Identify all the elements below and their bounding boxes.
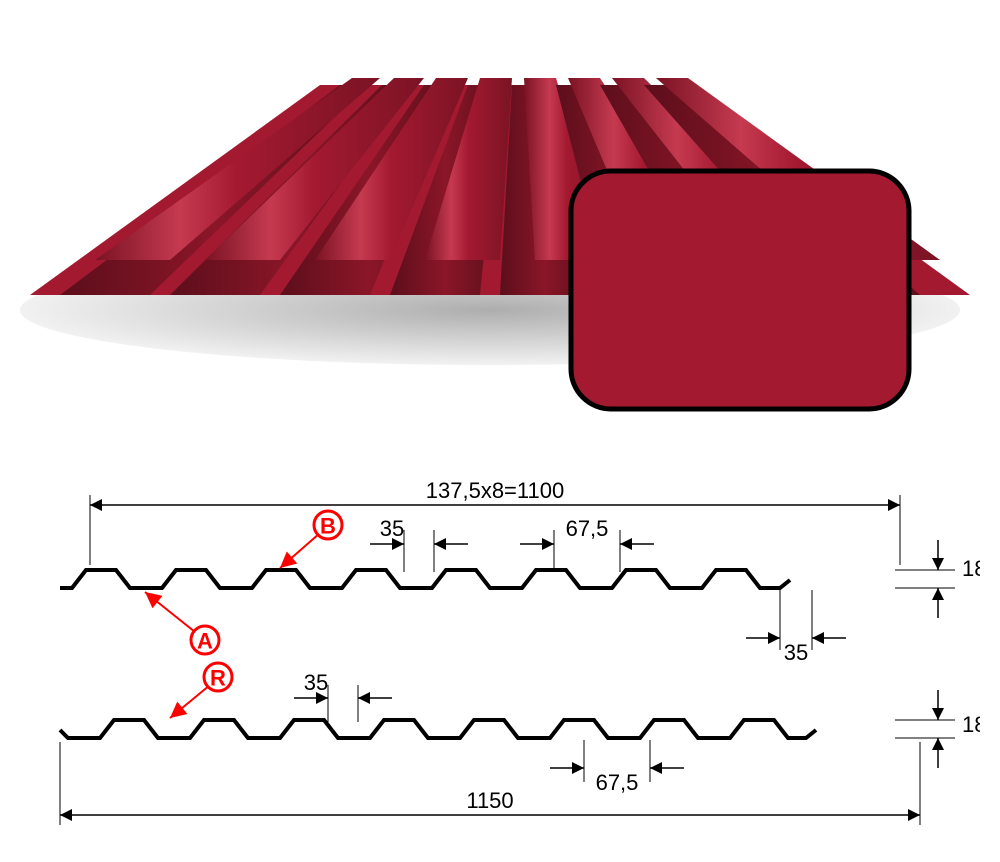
marker-R: R: [170, 663, 232, 718]
dim-bottom-height: 18: [895, 690, 980, 768]
dim-top-height: 18: [895, 540, 980, 618]
dim-top-crest-label: 35: [380, 516, 404, 541]
dim-top-total: 137,5x8=1100: [90, 478, 900, 565]
dim-top-height-label: 18: [962, 556, 980, 581]
dim-top-crest: 35: [370, 516, 468, 572]
product-figure: 137,5x8=1100 35 67,5 18: [0, 0, 1000, 862]
marker-B-label: B: [320, 514, 336, 539]
dim-mid-valley: 35: [746, 590, 846, 665]
marker-B: B: [280, 511, 342, 568]
dim-bottom-height-label: 18: [962, 712, 980, 737]
dim-bottom-period-label: 67,5: [596, 770, 639, 795]
dim-top-period: 67,5: [520, 516, 654, 572]
marker-A: A: [145, 592, 219, 654]
dim-top-total-label: 137,5x8=1100: [426, 478, 564, 503]
profile-top: [60, 570, 790, 588]
color-swatch: [565, 165, 915, 415]
technical-drawing: 137,5x8=1100 35 67,5 18: [20, 460, 980, 860]
dim-bottom-period: 67,5: [550, 740, 684, 795]
dim-bottom-total: 1150: [60, 742, 920, 825]
marker-A-label: A: [197, 629, 213, 654]
profile-bottom: [60, 720, 816, 738]
dim-bottom-crest-label: 35: [304, 670, 328, 695]
dim-bottom-total-label: 1150: [466, 788, 513, 813]
dim-mid-valley-label: 35: [784, 640, 808, 665]
dim-top-period-label: 67,5: [566, 516, 609, 541]
dim-bottom-crest: 35: [294, 670, 392, 722]
marker-R-label: R: [210, 666, 226, 691]
